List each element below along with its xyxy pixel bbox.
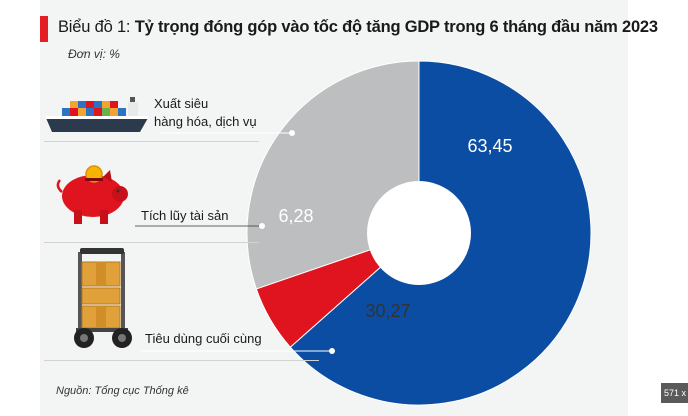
separator-line-3 bbox=[44, 360, 319, 361]
source-label: Nguồn: Tổng cục Thống kê bbox=[56, 385, 189, 397]
value-label-export: 63,45 bbox=[467, 136, 512, 156]
leader-dot-consumption bbox=[329, 348, 335, 354]
image-size-badge: 571 x bbox=[661, 383, 688, 403]
donut-hole bbox=[367, 181, 471, 285]
leader-dot-export bbox=[289, 130, 295, 136]
title-prefix: Biểu đồ 1: bbox=[58, 18, 135, 36]
cargo-ship-icon bbox=[46, 97, 148, 132]
title-main: Tỷ trọng đóng góp vào tốc độ tăng GDP tr… bbox=[134, 18, 658, 36]
legend-label-export-line2: hàng hóa, dịch vụ bbox=[154, 114, 257, 129]
legend-label-consumption: Tiêu dùng cuối cùng bbox=[145, 331, 262, 346]
chart-title: Biểu đồ 1: Tỷ trọng đóng góp vào tốc độ … bbox=[58, 18, 658, 37]
legend-label-export: Xuất siêu hàng hóa, dịch vụ bbox=[154, 95, 257, 131]
value-label-consumption: 30,27 bbox=[365, 301, 410, 321]
value-label-savings: 6,28 bbox=[278, 206, 313, 226]
separator-line-2 bbox=[44, 242, 259, 243]
separator-line-1 bbox=[44, 141, 259, 142]
hand-truck-boxes-icon bbox=[74, 248, 132, 348]
legend-label-export-line1: Xuất siêu bbox=[154, 96, 209, 111]
title-accent-bar bbox=[40, 16, 48, 42]
legend-label-savings: Tích lũy tài sản bbox=[141, 208, 229, 223]
piggy-bank-icon bbox=[56, 165, 128, 224]
unit-label: Đơn vị: % bbox=[68, 47, 120, 61]
leader-dot-savings bbox=[259, 223, 265, 229]
